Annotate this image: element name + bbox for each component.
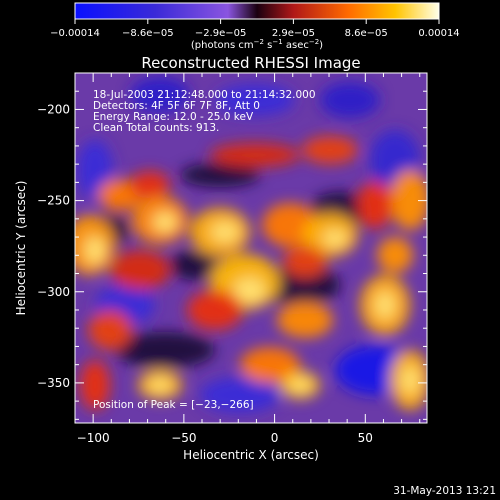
x-tick-label: 50 (358, 431, 373, 445)
plot-title: Reconstructed RHESSI Image (141, 54, 360, 72)
colorbar: −0.00014 −8.6e−05 −2.9e−05 2.9e−05 8.6e−05 0.… (50, 2, 460, 51)
colorbar-tick-label: −8.6e−05 (122, 28, 174, 39)
peak-position-label: Position of Peak = [−23,−266] (93, 399, 254, 411)
y-tick-label: −250 (37, 194, 70, 208)
plot-frame (74, 72, 428, 424)
render-timestamp: 31-May-2013 13:21 (393, 485, 496, 497)
colorbar-tick-label: 0.00014 (418, 28, 459, 39)
colorbar-tick-label: −0.00014 (50, 28, 100, 39)
y-tick-label: −350 (37, 376, 70, 390)
annotation-energy-range: Energy Range: 12.0 - 25.0 keV (93, 111, 254, 123)
annotation-detectors: Detectors: 4F 5F 6F 7F 8F, Att 0 (93, 100, 260, 112)
y-axis-label: Heliocentric Y (arcsec) (14, 181, 28, 316)
y-tick-label: −200 (37, 102, 70, 116)
colorbar-tick-label: −2.9e−05 (195, 28, 247, 39)
annotation-counts: Clean Total counts: 913. (93, 122, 219, 134)
observation-annotations: 18-Jul-2003 21:12:48.000 to 21:14:32.000… (93, 89, 316, 134)
y-axis-ticks: −200 −250 −300 −350 (37, 72, 427, 420)
hxr-image (75, 73, 427, 423)
annotation-time-range: 18-Jul-2003 21:12:48.000 to 21:14:32.000 (93, 89, 316, 101)
x-axis-label: Heliocentric X (arcsec) (183, 448, 319, 462)
x-tick-label: 0 (271, 431, 279, 445)
x-tick-label: −50 (171, 431, 196, 445)
colorbar-tick-label: 8.6e−05 (345, 28, 388, 39)
colorbar-ticks: −0.00014 −8.6e−05 −2.9e−05 2.9e−05 8.6e−05 0.… (50, 19, 460, 39)
colorbar-tick-label: 2.9e−05 (272, 28, 315, 39)
y-tick-label: −300 (37, 285, 70, 299)
x-axis-ticks: −100 −50 0 50 (74, 73, 421, 445)
colorbar-gradient (74, 2, 440, 20)
x-tick-label: −100 (77, 431, 110, 445)
colorbar-unit-label: (photons cm−2 s−1 asec−2) (191, 38, 323, 51)
